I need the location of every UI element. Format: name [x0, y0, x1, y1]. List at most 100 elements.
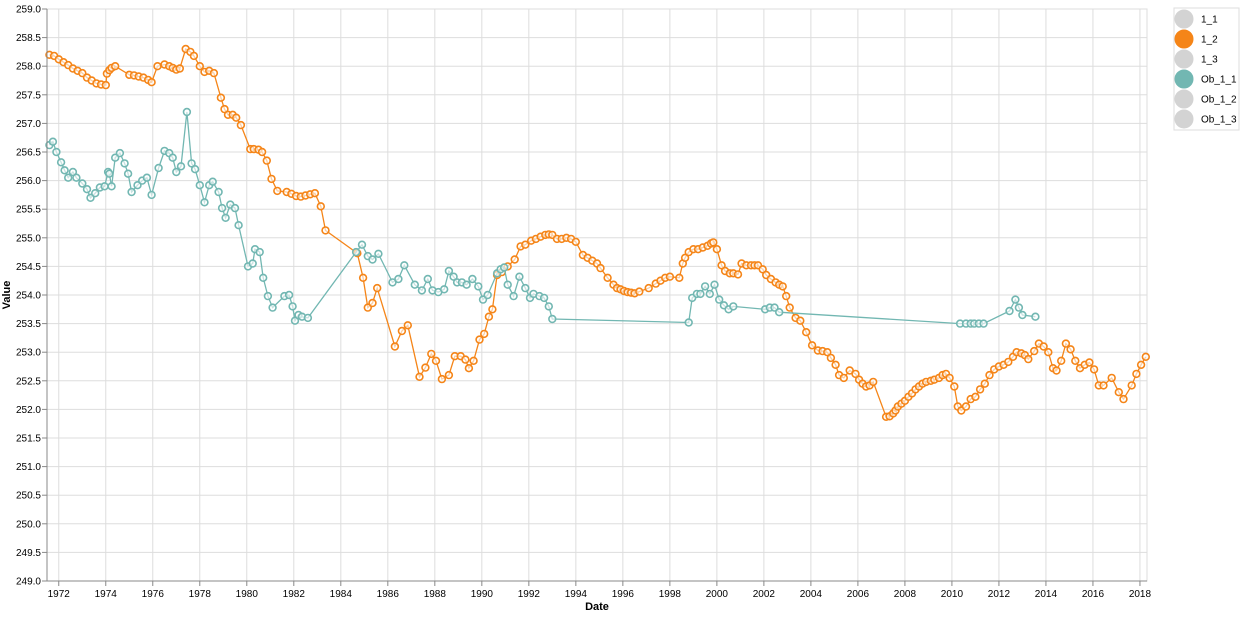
data-point	[1004, 357, 1013, 367]
x-tick-label: 1996	[612, 589, 635, 600]
legend-symbol	[1174, 109, 1194, 129]
legend-label: 1_2	[1201, 35, 1218, 46]
x-tick-label: 2002	[753, 589, 776, 600]
data-point	[440, 285, 449, 294]
data-point	[214, 187, 223, 197]
data-point	[961, 402, 971, 411]
data-point	[1031, 312, 1040, 321]
data-point	[1005, 306, 1014, 316]
data-point	[469, 356, 478, 365]
x-tick-label: 1994	[565, 589, 588, 600]
y-axis-title: Value	[1, 281, 13, 310]
data-point	[182, 107, 192, 117]
y-tick-label: 252.5	[16, 376, 41, 387]
data-point	[421, 363, 430, 372]
data-point	[427, 349, 436, 359]
data-point	[680, 253, 690, 262]
legend-item-Ob_1_1[interactable]: Ob_1_1	[1174, 69, 1237, 89]
y-tick-label: 249.0	[16, 577, 41, 588]
legend[interactable]: 1_1 1_2 1_3 Ob_1_1 Ob_1_2 Ob_1_3	[1173, 7, 1240, 131]
y-tick-label: 256.0	[16, 176, 41, 187]
data-point	[388, 278, 397, 287]
data-point	[444, 266, 454, 276]
data-point	[72, 173, 81, 182]
data-point	[248, 259, 257, 268]
data-point	[115, 148, 125, 158]
data-point	[127, 187, 136, 197]
data-point	[807, 341, 817, 350]
data-point	[1061, 339, 1071, 348]
data-point	[1141, 352, 1151, 361]
data-point	[351, 247, 361, 257]
data-point	[232, 113, 241, 122]
data-point	[475, 335, 484, 344]
data-point	[257, 147, 267, 157]
data-point	[1052, 366, 1061, 375]
data-point	[60, 166, 69, 175]
data-point	[394, 274, 403, 284]
data-point	[288, 302, 297, 311]
x-tick-label: 2016	[1082, 589, 1105, 600]
data-point	[437, 374, 447, 384]
x-tick-label: 2000	[706, 589, 729, 600]
data-point	[267, 174, 276, 184]
legend-item-Ob_1_3[interactable]: Ob_1_3	[1174, 109, 1237, 129]
series-Ob_1_1	[45, 107, 1040, 328]
data-point	[515, 272, 524, 281]
legend-item-1_3[interactable]: 1_3	[1174, 49, 1218, 69]
data-point	[195, 61, 205, 71]
data-point	[82, 185, 92, 194]
data-point	[1014, 303, 1024, 312]
y-tick-label: 252.0	[16, 405, 41, 416]
y-tick-label: 251.5	[16, 434, 41, 445]
data-point	[696, 289, 705, 299]
data-point	[1071, 356, 1080, 365]
data-point	[571, 237, 580, 247]
data-point	[635, 287, 644, 296]
y-tick-label: 255.5	[16, 205, 41, 216]
data-point	[78, 179, 87, 188]
data-point	[774, 308, 784, 317]
data-point	[1011, 295, 1020, 304]
data-point	[796, 316, 805, 325]
legend-symbol	[1174, 29, 1194, 49]
data-point	[1024, 354, 1033, 364]
data-point	[985, 370, 994, 380]
x-tick-label: 2008	[894, 589, 917, 600]
data-point	[110, 61, 120, 71]
data-point	[63, 173, 73, 182]
data-point	[488, 305, 497, 314]
data-point	[189, 51, 199, 61]
series-layer	[45, 44, 1151, 421]
x-tick-label: 2010	[941, 589, 964, 600]
data-point	[644, 283, 653, 293]
y-tick-label: 250.0	[16, 519, 41, 530]
y-tick-label: 254.5	[16, 262, 41, 273]
y-tick-label: 256.5	[16, 148, 41, 159]
x-tick-label: 2012	[988, 589, 1011, 600]
data-point	[539, 293, 549, 303]
data-point	[1039, 342, 1048, 351]
legend-item-Ob_1_2[interactable]: Ob_1_2	[1174, 89, 1237, 109]
data-point	[107, 182, 116, 191]
legend-symbol	[1174, 69, 1194, 89]
data-point	[950, 382, 959, 391]
legend-item-1_1[interactable]: 1_1	[1174, 9, 1218, 29]
data-point	[316, 202, 325, 211]
data-point	[374, 249, 383, 259]
data-point	[1107, 373, 1116, 383]
data-point	[310, 189, 320, 198]
legend-item-1_2[interactable]: 1_2	[1174, 29, 1218, 49]
x-tick-label: 1980	[236, 589, 259, 600]
data-point	[190, 165, 200, 174]
legend-label: Ob_1_2	[1201, 95, 1237, 106]
data-point	[368, 255, 377, 264]
x-tick-label: 1988	[424, 589, 447, 600]
data-point	[503, 280, 512, 289]
data-point	[255, 247, 264, 257]
y-tick-label: 257.5	[16, 90, 41, 101]
data-point	[684, 318, 693, 327]
data-point	[851, 369, 860, 379]
data-point	[153, 61, 162, 71]
data-point	[831, 360, 840, 369]
